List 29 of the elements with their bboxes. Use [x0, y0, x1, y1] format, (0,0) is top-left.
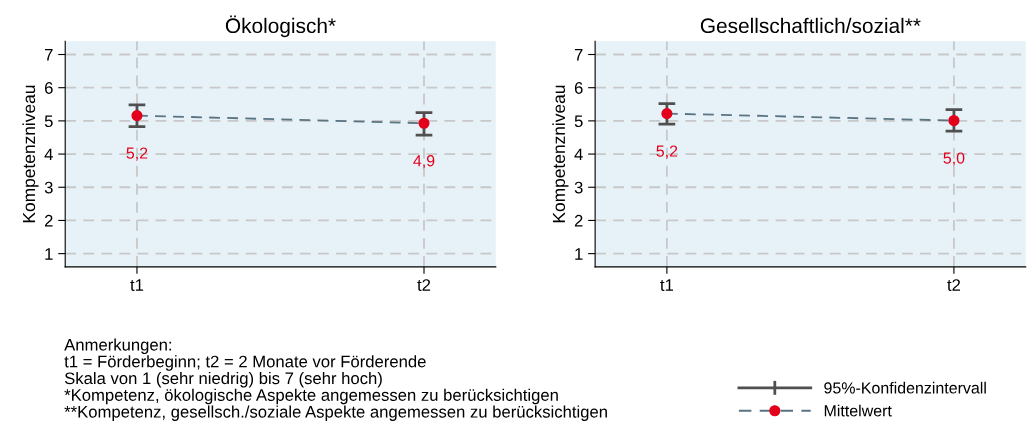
- y-axis-title: Kompetenzniveau: [552, 85, 569, 223]
- y-tick-label: 5: [44, 115, 53, 128]
- y-tick-label: 1: [45, 248, 53, 260]
- y-tick-label: 3: [574, 181, 583, 194]
- y-tick-label: 3: [44, 181, 53, 194]
- y-tick-label: 5: [574, 115, 583, 128]
- y-tick-label: 2: [44, 214, 53, 227]
- chart-title: Gesellschaftlich/sozial**: [700, 17, 921, 34]
- data-label: 5,2: [126, 147, 148, 161]
- y-tick-label: 7: [44, 49, 53, 61]
- y-tick-label: 2: [574, 214, 583, 227]
- y-tick-label: 4: [44, 148, 53, 161]
- x-tick-label: t1: [660, 279, 674, 291]
- y-tick-label: 7: [574, 49, 583, 61]
- y-axis-title: Kompetenzniveau: [22, 85, 39, 223]
- y-tick-label: 4: [574, 148, 583, 161]
- y-tick-label: 6: [574, 82, 583, 94]
- y-tick-label: 1: [575, 248, 583, 260]
- text: 95%-Konfidenzintervall: [824, 381, 986, 394]
- x-tick-label: t1: [130, 279, 144, 291]
- text: Anmerkungen: t1 = Förderbeginn; t2 = 2 Monate vor Förderende Skala von 1 (sehr niedrig) bis 7 (sehr hoch) *Kompetenz, ökologische Aspekte angemessen zu berücksichtigen **Kompetenz, gesellsch./soziale Aspekte angemessen zu berücksichtigen: [64, 338, 607, 421]
- x-tick-label: t2: [947, 279, 961, 291]
- legend-label: Mittelwert: [824, 404, 892, 417]
- data-label: 5,0: [943, 152, 965, 166]
- chart-title: Ökologisch*: [225, 15, 336, 38]
- data-label: 4,9: [413, 155, 435, 169]
- data-label: 5,2: [656, 145, 678, 159]
- x-tick-label: t2: [417, 279, 431, 291]
- y-tick-label: 6: [44, 82, 53, 94]
